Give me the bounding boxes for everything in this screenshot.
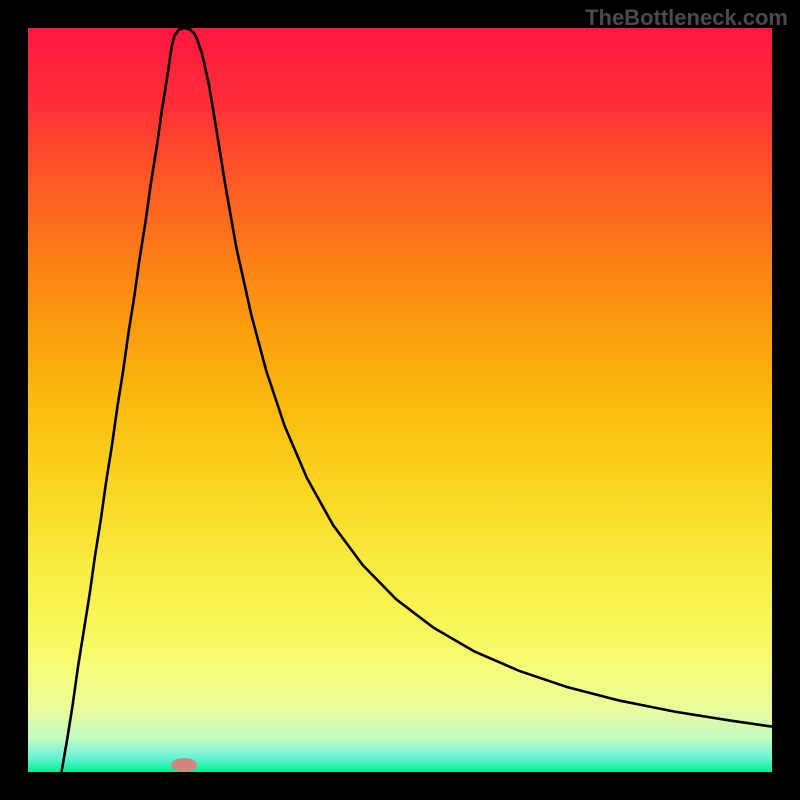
chart-container: TheBottleneck.com bbox=[0, 0, 800, 800]
plot-area bbox=[28, 28, 772, 772]
bottleneck-curve bbox=[28, 28, 772, 772]
watermark-text: TheBottleneck.com bbox=[585, 5, 788, 31]
